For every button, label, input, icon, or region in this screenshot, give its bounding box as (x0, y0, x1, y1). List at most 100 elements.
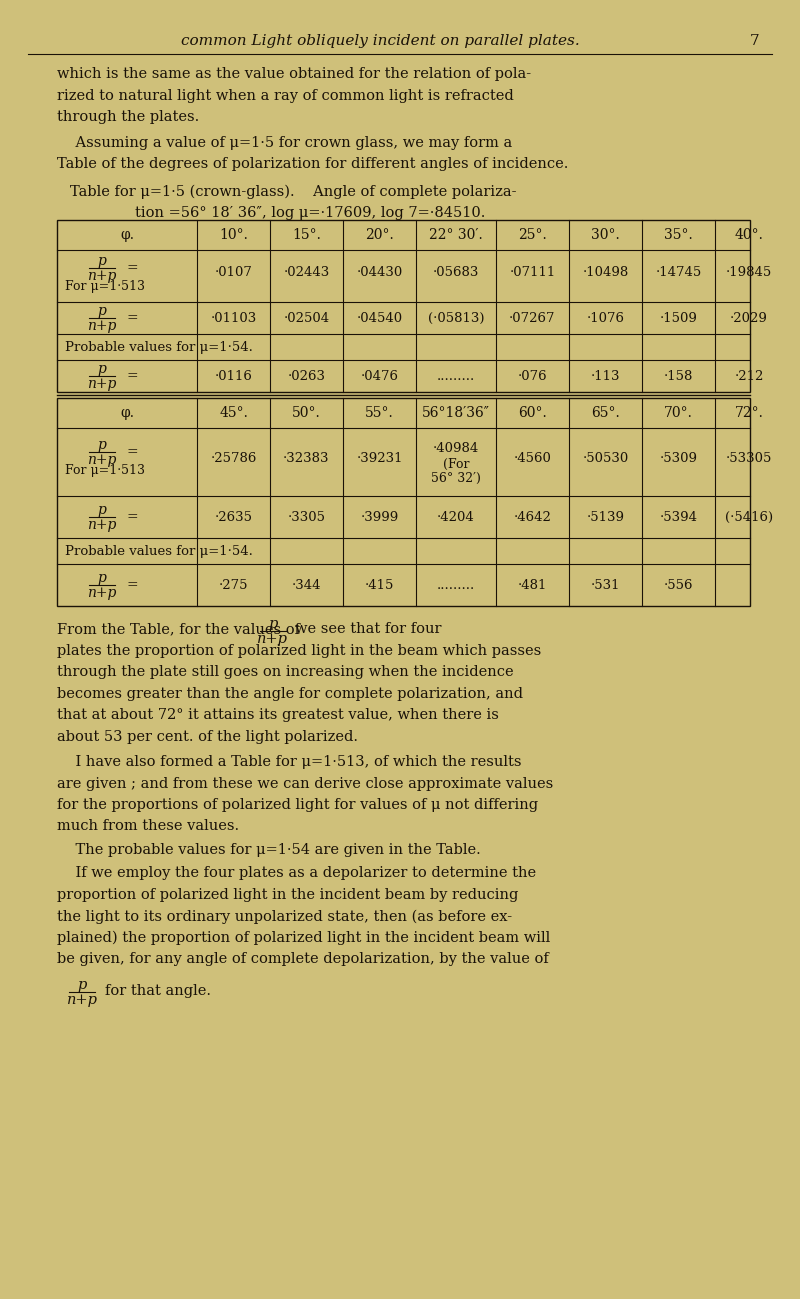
Text: n+p: n+p (87, 518, 117, 533)
Text: p: p (98, 572, 106, 585)
Text: ·076: ·076 (518, 369, 547, 382)
Text: ·19845: ·19845 (726, 265, 772, 278)
Text: 45°.: 45°. (219, 407, 248, 420)
Text: rized to natural light when a ray of common light is refracted: rized to natural light when a ray of com… (57, 88, 514, 103)
Text: ·3305: ·3305 (287, 511, 326, 523)
Text: we see that for four: we see that for four (294, 622, 441, 637)
Text: 20°.: 20°. (365, 229, 394, 242)
Text: Assuming a value of μ=1·5 for crown glass, we may form a: Assuming a value of μ=1·5 for crown glas… (57, 135, 512, 149)
Text: =: = (127, 261, 138, 275)
Text: ·556: ·556 (664, 578, 694, 591)
Text: ·04430: ·04430 (356, 265, 402, 278)
Text: For μ=1·513: For μ=1·513 (65, 464, 145, 477)
Text: about 53 per cent. of the light polarized.: about 53 per cent. of the light polarize… (57, 730, 358, 743)
Text: through the plates.: through the plates. (57, 110, 199, 123)
Text: Table for μ=1·5 (crown-glass).    Angle of complete polariza-: Table for μ=1·5 (crown-glass). Angle of … (70, 184, 517, 199)
Text: ·02504: ·02504 (283, 312, 330, 325)
Text: =: = (127, 446, 138, 459)
Text: n+p: n+p (87, 377, 117, 391)
Text: 22° 30′.: 22° 30′. (429, 229, 483, 242)
Text: proportion of polarized light in the incident beam by reducing: proportion of polarized light in the inc… (57, 889, 518, 902)
Text: n+p: n+p (87, 320, 117, 333)
Text: ·07267: ·07267 (510, 312, 556, 325)
Text: ·07111: ·07111 (510, 265, 556, 278)
Text: (·05813): (·05813) (428, 312, 484, 325)
Text: ·113: ·113 (590, 369, 620, 382)
Text: 56°18′36″: 56°18′36″ (422, 407, 490, 420)
Text: p: p (268, 617, 278, 631)
Text: 72°.: 72°. (734, 407, 763, 420)
Text: 25°.: 25°. (518, 229, 547, 242)
Text: 65°.: 65°. (591, 407, 620, 420)
Bar (57, 397, 750, 607)
Text: p: p (98, 503, 106, 517)
Text: that at about 72° it attains its greatest value, when there is: that at about 72° it attains its greates… (57, 708, 499, 722)
Text: ·25786: ·25786 (210, 452, 257, 465)
Text: ·5309: ·5309 (659, 452, 698, 465)
Text: =: = (127, 310, 138, 325)
Text: p: p (78, 978, 86, 992)
Text: ·14745: ·14745 (655, 265, 702, 278)
Text: ·5139: ·5139 (586, 511, 625, 523)
Text: p: p (98, 438, 106, 452)
Text: ·481: ·481 (518, 578, 547, 591)
Text: 10°.: 10°. (219, 229, 248, 242)
Text: ·0263: ·0263 (287, 369, 326, 382)
Text: Probable values for μ=1·54.: Probable values for μ=1·54. (65, 544, 253, 557)
Text: ·0107: ·0107 (214, 265, 253, 278)
Text: 30°.: 30°. (591, 229, 620, 242)
Text: Table of the degrees of polarization for different angles of incidence.: Table of the degrees of polarization for… (57, 157, 568, 171)
Text: ·531: ·531 (590, 578, 620, 591)
Text: ·0116: ·0116 (214, 369, 253, 382)
Text: ·10498: ·10498 (582, 265, 629, 278)
Text: tion =56° 18′ 36″, log μ=·17609, log 7=·84510.: tion =56° 18′ 36″, log μ=·17609, log 7=·… (135, 207, 486, 220)
Text: ·2029: ·2029 (730, 312, 768, 325)
Text: ·212: ·212 (734, 369, 764, 382)
Text: 56° 32′): 56° 32′) (431, 472, 481, 485)
Text: 70°.: 70°. (664, 407, 693, 420)
Text: ·53305: ·53305 (726, 452, 772, 465)
Text: ·1076: ·1076 (586, 312, 625, 325)
Text: ·5394: ·5394 (659, 511, 698, 523)
Text: ·4560: ·4560 (514, 452, 551, 465)
Text: ·40984: ·40984 (433, 442, 479, 455)
Text: ·415: ·415 (365, 578, 394, 591)
Text: 15°.: 15°. (292, 229, 321, 242)
Text: ·4204: ·4204 (437, 511, 475, 523)
Text: n+p: n+p (87, 453, 117, 468)
Text: ·275: ·275 (218, 578, 248, 591)
Text: plained) the proportion of polarized light in the incident beam will: plained) the proportion of polarized lig… (57, 931, 550, 946)
Text: φ.: φ. (120, 229, 134, 242)
Text: =: = (127, 369, 138, 383)
Text: ·32383: ·32383 (283, 452, 330, 465)
Bar (57, 220, 750, 392)
Text: common Light obliquely incident on parallel plates.: common Light obliquely incident on paral… (181, 34, 579, 48)
Text: 60°.: 60°. (518, 407, 547, 420)
Text: much from these values.: much from these values. (57, 820, 239, 834)
Text: p: p (98, 304, 106, 318)
Text: .........: ......... (437, 578, 475, 591)
Text: 7: 7 (750, 34, 760, 48)
Text: for that angle.: for that angle. (105, 985, 211, 998)
Text: If we employ the four plates as a depolarizer to determine the: If we employ the four plates as a depola… (57, 866, 536, 881)
Text: For μ=1·513: For μ=1·513 (65, 279, 145, 292)
Text: ·05683: ·05683 (433, 265, 479, 278)
Text: 55°.: 55°. (365, 407, 394, 420)
Text: p: p (98, 255, 106, 268)
Text: 40°.: 40°. (734, 229, 763, 242)
Text: ·04540: ·04540 (357, 312, 402, 325)
Text: From the Table, for the values of: From the Table, for the values of (57, 622, 300, 637)
Text: ·39231: ·39231 (356, 452, 402, 465)
Text: the light to its ordinary unpolarized state, then (as before ex-: the light to its ordinary unpolarized st… (57, 909, 512, 924)
Text: The probable values for μ=1·54 are given in the Table.: The probable values for μ=1·54 are given… (57, 843, 481, 857)
Text: ·2635: ·2635 (214, 511, 253, 523)
Text: =: = (127, 578, 138, 592)
Text: through the plate still goes on increasing when the incidence: through the plate still goes on increasi… (57, 665, 514, 679)
Text: n+p: n+p (87, 586, 117, 600)
Text: for the proportions of polarized light for values of μ not differing: for the proportions of polarized light f… (57, 798, 538, 812)
Text: ·0476: ·0476 (361, 369, 398, 382)
Text: (For: (For (442, 459, 470, 472)
Text: =: = (127, 511, 138, 523)
Text: plates the proportion of polarized light in the beam which passes: plates the proportion of polarized light… (57, 643, 542, 657)
Text: Probable values for μ=1·54.: Probable values for μ=1·54. (65, 340, 253, 353)
